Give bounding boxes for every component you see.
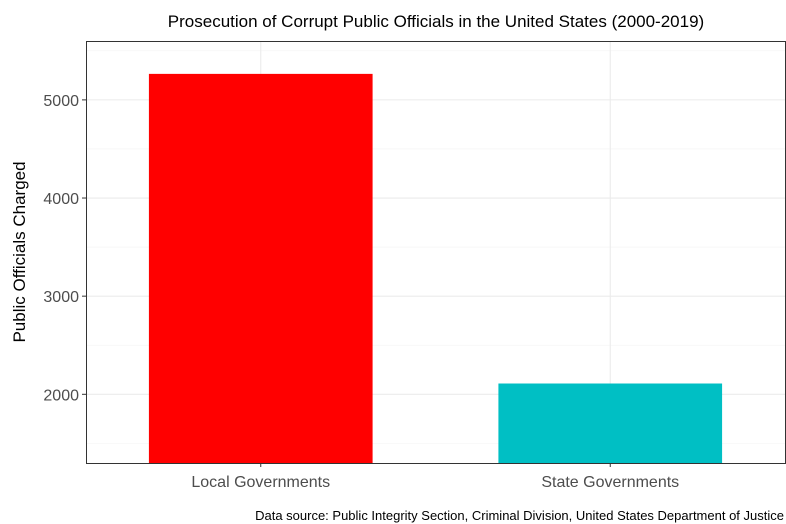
x-axis: Local Governments State Governments xyxy=(191,463,679,491)
y-tick-label: 4000 xyxy=(43,191,79,208)
x-tick-label: Local Governments xyxy=(191,474,330,491)
y-tick-label: 2000 xyxy=(43,387,79,404)
y-tick-label: 5000 xyxy=(43,93,79,110)
bar-local-governments xyxy=(148,73,373,464)
y-axis: 2000 3000 4000 5000 xyxy=(43,93,86,404)
bar-state-governments xyxy=(498,383,723,463)
bars xyxy=(148,73,723,464)
data-source-caption: Data source: Public Integrity Section, C… xyxy=(255,508,784,523)
chart-title: Prosecution of Corrupt Public Officials … xyxy=(168,12,704,31)
x-tick-label: State Governments xyxy=(541,474,679,491)
y-axis-label: Public Officials Charged xyxy=(10,161,29,342)
y-tick-label: 3000 xyxy=(43,289,79,306)
